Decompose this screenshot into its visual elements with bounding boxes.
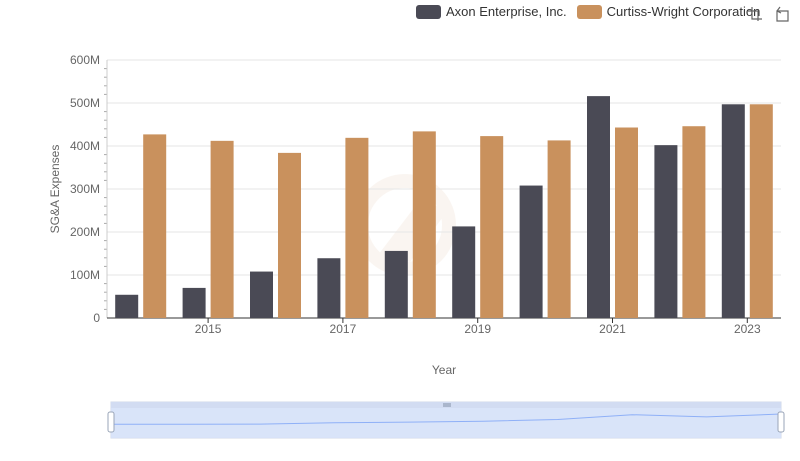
- bar-curtiss-wright-2014[interactable]: [143, 134, 167, 318]
- y-tick-label: 300M: [70, 182, 100, 196]
- x-axis-title: Year: [432, 363, 456, 377]
- bar-axon-2016[interactable]: [250, 271, 273, 318]
- bar-curtiss-wright-2015[interactable]: [210, 140, 234, 318]
- x-tick-label: 2017: [330, 322, 357, 336]
- datazoom-move-handle[interactable]: [443, 403, 451, 407]
- legend-label-curtiss-wright: Curtiss-Wright Corporation: [606, 4, 761, 19]
- y-axis-title: SG&A Expenses: [48, 145, 62, 234]
- legend-label-axon: Axon Enterprise, Inc.: [446, 4, 567, 19]
- bar-curtiss-wright-2022[interactable]: [682, 126, 706, 318]
- restore-icon[interactable]: [774, 6, 790, 22]
- bar-curtiss-wright-2021[interactable]: [615, 127, 638, 318]
- y-tick-label: 100M: [70, 268, 100, 282]
- datazoom-handle-right[interactable]: [777, 411, 785, 433]
- legend-item-axon[interactable]: Axon Enterprise, Inc.: [416, 4, 567, 19]
- bar-axon-2022[interactable]: [654, 145, 678, 318]
- x-tick-label: 2015: [195, 322, 222, 336]
- x-axis: 2015 2017 2019 2021 2023: [107, 317, 781, 336]
- y-tick-label: 600M: [70, 53, 100, 67]
- y-tick-label: 200M: [70, 225, 100, 239]
- datazoom-preview-line: [111, 413, 782, 425]
- zoom-icon[interactable]: [747, 6, 763, 22]
- grid: [107, 59, 781, 319]
- bar-axon-2017[interactable]: [317, 258, 341, 318]
- bar-axon-2020[interactable]: [519, 185, 543, 318]
- bar-axon-2023[interactable]: [721, 104, 745, 318]
- datazoom-slider[interactable]: [107, 401, 785, 439]
- y-axis: 0 100M 200M 300M 400M 500M 600M: [70, 53, 108, 325]
- bars: [115, 96, 773, 319]
- y-tick-label: 0: [93, 311, 100, 325]
- bar-curtiss-wright-2023[interactable]: [749, 104, 773, 318]
- legend-swatch-axon: [416, 4, 441, 19]
- y-tick-label: 500M: [70, 96, 100, 110]
- bar-axon-2018[interactable]: [384, 250, 408, 318]
- legend: Axon Enterprise, Inc. Curtiss-Wright Cor…: [416, 4, 770, 19]
- x-tick-label: 2023: [734, 322, 761, 336]
- datazoom-window[interactable]: [111, 408, 781, 438]
- bar-axon-2014[interactable]: [115, 294, 139, 318]
- datazoom-handle-left[interactable]: [107, 411, 115, 433]
- legend-item-curtiss-wright[interactable]: Curtiss-Wright Corporation: [576, 4, 761, 19]
- bar-axon-2021[interactable]: [587, 96, 610, 319]
- bar-curtiss-wright-2018[interactable]: [412, 131, 436, 318]
- y-tick-label: 400M: [70, 139, 100, 153]
- legend-swatch-curtiss-wright: [576, 4, 602, 19]
- bar-curtiss-wright-2017[interactable]: [345, 137, 369, 318]
- bar-axon-2019[interactable]: [452, 226, 476, 318]
- x-tick-label: 2019: [464, 322, 491, 336]
- bar-curtiss-wright-2019[interactable]: [480, 136, 504, 318]
- bar-curtiss-wright-2016[interactable]: [278, 152, 301, 318]
- bar-curtiss-wright-2020[interactable]: [547, 140, 571, 318]
- bar-axon-2015[interactable]: [182, 287, 206, 318]
- x-tick-label: 2021: [599, 322, 626, 336]
